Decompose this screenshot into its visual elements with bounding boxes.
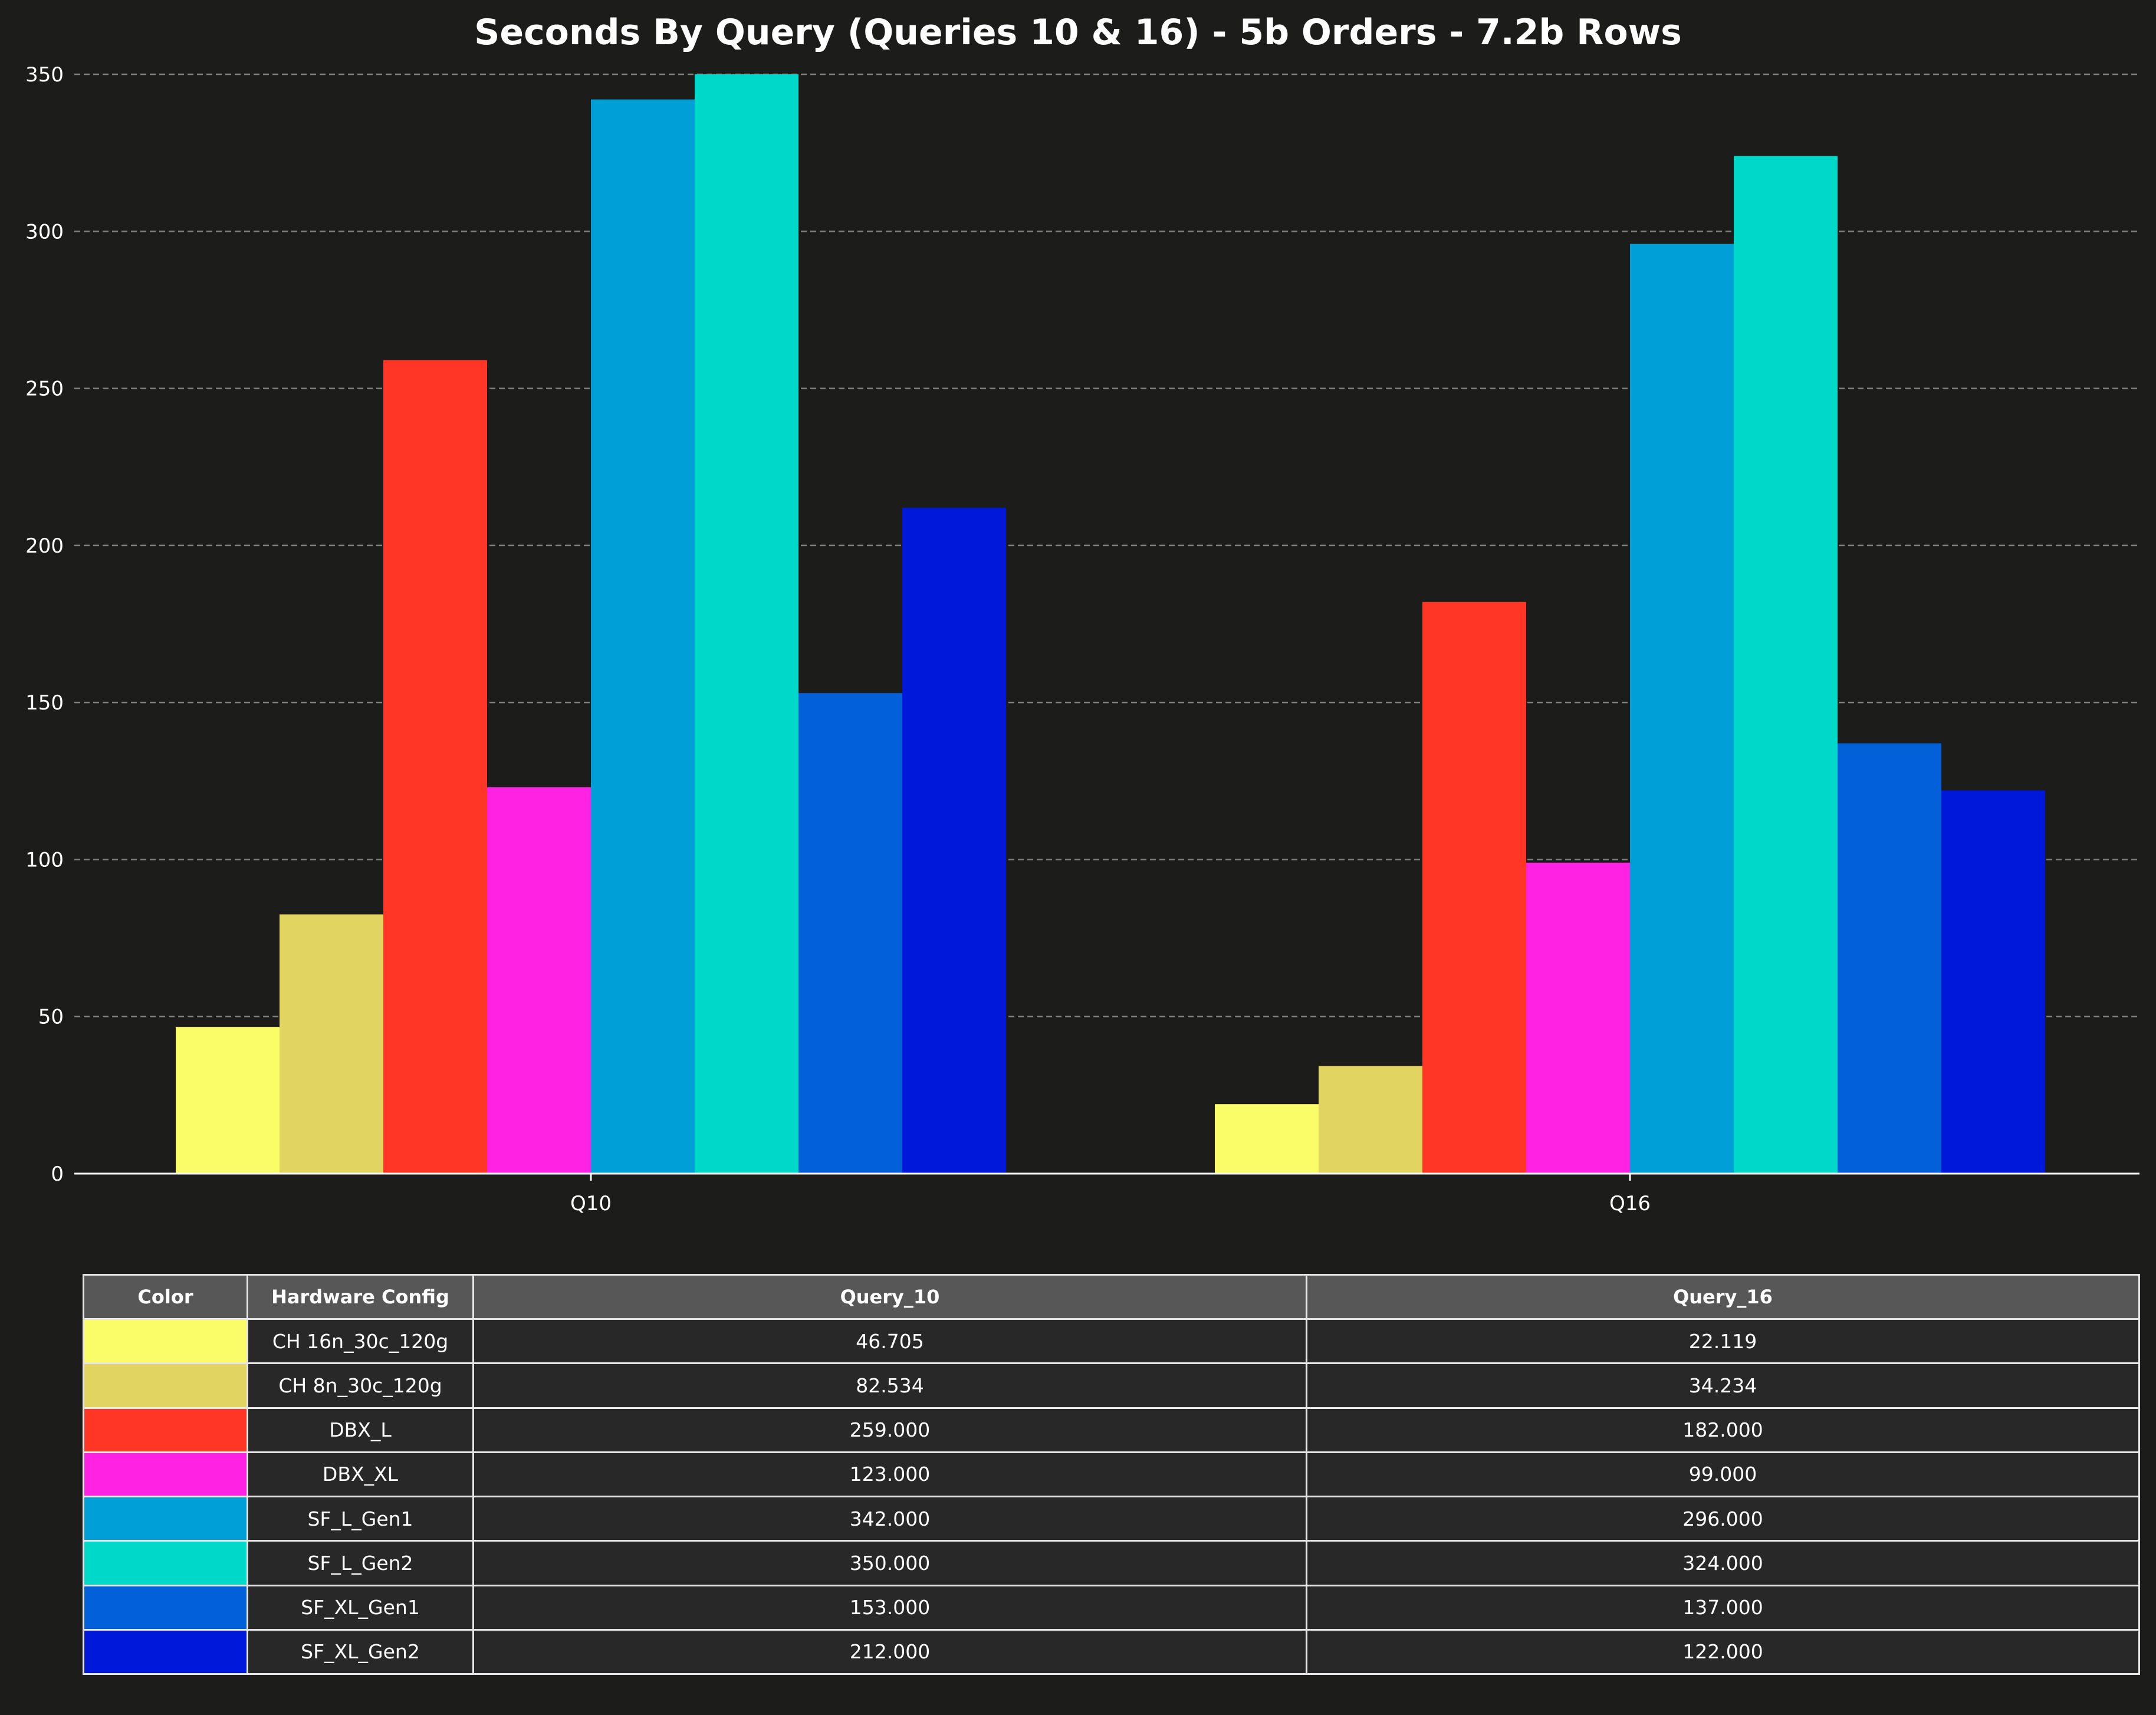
hardware-config-cell: DBX_XL — [247, 1451, 474, 1498]
color-swatch — [83, 1628, 248, 1675]
data-table: Color Hardware Config Query_10 Query_16 … — [83, 1274, 2140, 1675]
y-tick-label: 350 — [25, 63, 64, 87]
x-tick-label: Q16 — [1609, 1192, 1651, 1215]
query-10-cell: 212.000 — [472, 1628, 1307, 1675]
bar-q10-dbx-l — [383, 360, 487, 1174]
bar-q16-sf-l-gen2 — [1734, 156, 1838, 1174]
hardware-config-cell: CH 8n_30c_120g — [247, 1362, 474, 1409]
bar-q10-dbx-xl — [487, 787, 591, 1174]
hardware-config-cell: SF_L_Gen1 — [247, 1495, 474, 1542]
query-16-cell: 182.000 — [1306, 1407, 2140, 1453]
hardware-config-cell: DBX_L — [247, 1407, 474, 1453]
query-16-cell: 137.000 — [1306, 1584, 2140, 1631]
table-row: SF_L_Gen2 350.000 324.000 — [83, 1540, 2140, 1586]
header-color: Color — [83, 1274, 248, 1320]
color-swatch — [83, 1540, 248, 1586]
bar-q16-dbx-l — [1422, 602, 1526, 1174]
table-header-row: Color Hardware Config Query_10 Query_16 — [83, 1274, 2140, 1320]
table-row: CH 8n_30c_120g 82.534 34.234 — [83, 1362, 2140, 1409]
bar-q16-ch-16n-30c-120g — [1215, 1104, 1319, 1174]
bar-q10-ch-16n-30c-120g — [176, 1027, 280, 1174]
query-10-cell: 153.000 — [472, 1584, 1307, 1631]
query-16-cell: 22.119 — [1306, 1318, 2140, 1365]
query-10-cell: 46.705 — [472, 1318, 1307, 1365]
query-10-cell: 350.000 — [472, 1540, 1307, 1586]
table-row: SF_L_Gen1 342.000 296.000 — [83, 1495, 2140, 1542]
x-tick-label: Q10 — [570, 1192, 612, 1215]
color-swatch — [83, 1407, 248, 1453]
header-query-16: Query_16 — [1306, 1274, 2140, 1320]
query-10-cell: 123.000 — [472, 1451, 1307, 1498]
bar-q16-dbx-xl — [1526, 862, 1630, 1174]
query-10-cell: 342.000 — [472, 1495, 1307, 1542]
bar-q16-sf-xl-gen1 — [1838, 743, 1941, 1174]
query-16-cell: 296.000 — [1306, 1495, 2140, 1542]
hardware-config-cell: CH 16n_30c_120g — [247, 1318, 474, 1365]
color-swatch — [83, 1451, 248, 1498]
table-row: DBX_XL 123.000 99.000 — [83, 1451, 2140, 1498]
bar-q10-ch-8n-30c-120g — [280, 914, 383, 1174]
bar-q16-ch-8n-30c-120g — [1319, 1066, 1422, 1174]
y-tick-label: 50 — [38, 1006, 64, 1029]
chart-title: Seconds By Query (Queries 10 & 16) - 5b … — [474, 12, 1682, 53]
y-tick-label: 150 — [25, 691, 64, 715]
query-16-cell: 324.000 — [1306, 1540, 2140, 1586]
y-tick-label: 250 — [25, 377, 64, 401]
table-body: CH 16n_30c_120g 46.705 22.119 CH 8n_30c_120… — [83, 1318, 2140, 1675]
bars — [176, 74, 2045, 1174]
bar-q16-sf-xl-gen2 — [1941, 790, 2045, 1174]
bar-q10-sf-xl-gen2 — [902, 507, 1006, 1174]
color-swatch — [83, 1495, 248, 1542]
header-query-10: Query_10 — [472, 1274, 1307, 1320]
query-10-cell: 259.000 — [472, 1407, 1307, 1453]
bar-q10-sf-l-gen2 — [695, 74, 798, 1174]
color-swatch — [83, 1584, 248, 1631]
y-tick-label: 0 — [51, 1162, 64, 1186]
y-tick-label: 100 — [25, 848, 64, 872]
x-tick-labels: Q10 Q16 — [570, 1174, 1651, 1215]
color-swatch — [83, 1318, 248, 1365]
query-10-cell: 82.534 — [472, 1362, 1307, 1409]
table-row: DBX_L 259.000 182.000 — [83, 1407, 2140, 1453]
header-hardware-config: Hardware Config — [247, 1274, 474, 1320]
y-tick-labels: 0 50 100 150 200 250 300 350 — [25, 63, 64, 1186]
query-16-cell: 99.000 — [1306, 1451, 2140, 1498]
table-row: SF_XL_Gen2 212.000 122.000 — [83, 1628, 2140, 1675]
hardware-config-cell: SF_XL_Gen1 — [247, 1584, 474, 1631]
bar-q10-sf-xl-gen1 — [798, 693, 902, 1174]
bar-chart: Seconds By Query (Queries 10 & 16) - 5b … — [25, 12, 2139, 1215]
query-16-cell: 34.234 — [1306, 1362, 2140, 1409]
table-row: CH 16n_30c_120g 46.705 22.119 — [83, 1318, 2140, 1365]
y-tick-label: 300 — [25, 220, 64, 244]
color-swatch — [83, 1362, 248, 1409]
y-tick-label: 200 — [25, 534, 64, 558]
table-row: SF_XL_Gen1 153.000 137.000 — [83, 1584, 2140, 1631]
hardware-config-cell: SF_XL_Gen2 — [247, 1628, 474, 1675]
bar-q10-sf-l-gen1 — [591, 99, 695, 1174]
hardware-config-cell: SF_L_Gen2 — [247, 1540, 474, 1586]
query-16-cell: 122.000 — [1306, 1628, 2140, 1675]
bar-q16-sf-l-gen1 — [1630, 244, 1734, 1174]
